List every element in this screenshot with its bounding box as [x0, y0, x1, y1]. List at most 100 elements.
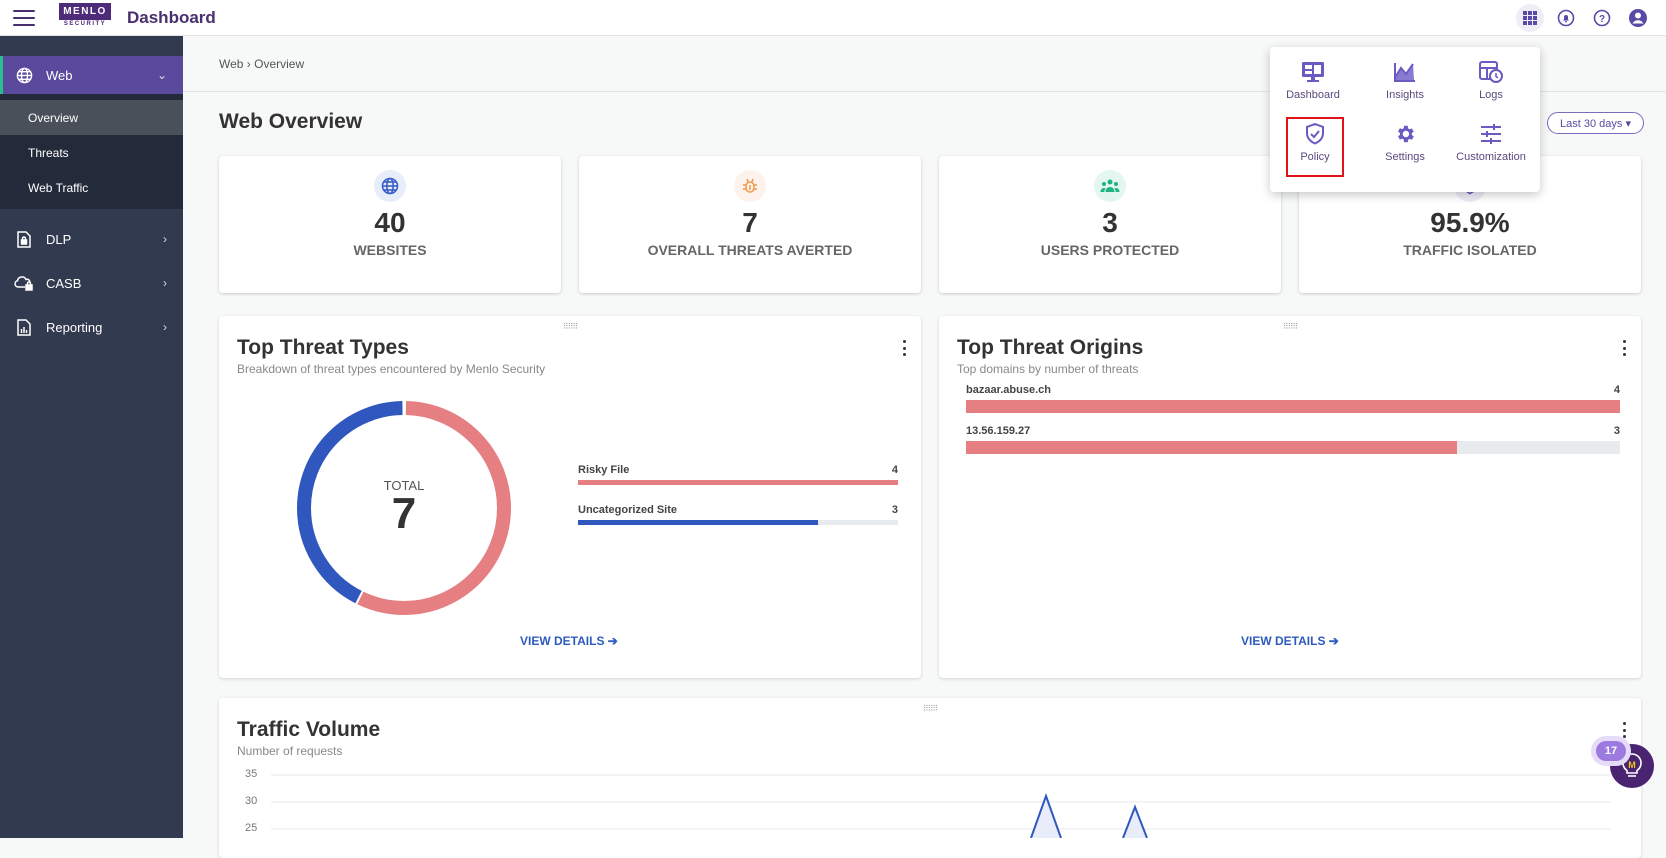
app-menu-settings[interactable]: Settings [1362, 123, 1448, 183]
drag-handle-icon[interactable]: ⠿⠿⠿ [922, 704, 939, 713]
sidebar-item-label: CASB [46, 275, 82, 291]
origin-value: 4 [1613, 384, 1620, 396]
logo-subtext: SECURITY [63, 20, 107, 27]
chevron-right-icon: › [163, 320, 167, 334]
origin-bar-fill [966, 441, 1457, 454]
legend-bar-fill [578, 520, 818, 525]
users-icon [1094, 170, 1126, 202]
view-details-link[interactable]: VIEW DETAILS ➔ [1241, 634, 1339, 648]
top-threat-types-card: ⠿⠿⠿ Top Threat Types Breakdown of threat… [219, 316, 921, 678]
origin-bar-fill [966, 400, 1620, 413]
report-icon [14, 318, 34, 336]
origin-row[interactable]: 13.56.159.27 3 [966, 425, 1620, 454]
customization-sliders-icon [1481, 124, 1501, 144]
hamburger-menu-icon[interactable] [13, 9, 35, 26]
legend-label: Uncategorized Site [578, 504, 678, 516]
insights-chart-icon [1394, 63, 1415, 82]
donut-total-value: 7 [391, 489, 417, 538]
globe-icon [374, 170, 406, 202]
more-options-icon[interactable] [1621, 340, 1627, 356]
traffic-volume-line-chart [271, 774, 1611, 838]
stat-label: WEBSITES [353, 242, 427, 258]
legend-value: 4 [891, 464, 898, 476]
card-subtitle: Top domains by number of threats [957, 362, 1139, 376]
file-lock-icon [14, 230, 34, 248]
legend-row-risky-file[interactable]: Risky File 4 [578, 464, 898, 485]
app-menu-label: Settings [1385, 151, 1425, 163]
svg-text:M: M [1628, 760, 1636, 770]
y-tick: 35 [245, 768, 258, 780]
card-title: Top Threat Origins [957, 336, 1144, 359]
sidebar-item-dlp[interactable]: DLP › [0, 217, 183, 261]
chevron-down-icon: ⌄ [156, 68, 167, 82]
globe-icon [14, 67, 34, 84]
app-menu-label: Insights [1386, 89, 1424, 101]
stat-label: OVERALL THREATS AVERTED [647, 242, 853, 258]
assistant-badge-count: 17 [1596, 741, 1626, 761]
card-subtitle: Breakdown of threat types encountered by… [237, 362, 546, 376]
top-bar: MENLO SECURITY Dashboard ? [0, 0, 1666, 36]
account-icon[interactable] [1624, 4, 1652, 32]
chevron-right-icon: › [163, 276, 167, 290]
breadcrumb-text[interactable]: Web › Overview [219, 56, 305, 71]
settings-gear-icon [1398, 125, 1414, 143]
view-details-link[interactable]: VIEW DETAILS ➔ [520, 634, 618, 648]
more-options-icon[interactable] [1621, 722, 1627, 738]
card-title: Traffic Volume [237, 718, 381, 741]
dashboard-monitor-icon [1302, 62, 1324, 82]
origin-label: 13.56.159.27 [966, 425, 1031, 437]
svg-text:?: ? [1599, 14, 1605, 25]
sidebar-item-web[interactable]: Web ⌄ [0, 56, 183, 94]
sidebar: Web ⌄ Overview Threats Web Traffic DLP ›… [0, 36, 183, 838]
traffic-volume-card: ⠿⠿⠿ Traffic Volume Number of requests 35… [219, 698, 1641, 858]
policy-shield-check-icon [1306, 123, 1324, 145]
date-range-dropdown[interactable]: Last 30 days ▾ [1547, 112, 1644, 134]
sidebar-item-label: DLP [46, 231, 72, 247]
stat-card-users-protected: 3 USERS PROTECTED [939, 156, 1281, 293]
app-menu-policy[interactable]: Policy [1286, 117, 1344, 177]
drag-handle-icon[interactable]: ⠿⠿⠿ [1282, 322, 1299, 331]
sidebar-item-label: Web [46, 67, 73, 83]
help-icon[interactable]: ? [1588, 4, 1616, 32]
app-menu-customization[interactable]: Customization [1448, 123, 1534, 183]
card-title: Top Threat Types [237, 336, 409, 359]
sidebar-item-reporting[interactable]: Reporting › [0, 305, 183, 349]
app-menu-label: Policy [1300, 151, 1330, 163]
stat-label: TRAFFIC ISOLATED [1403, 242, 1537, 258]
breadcrumb: Web › Overview [183, 36, 1666, 92]
top-threat-origins-card: ⠿⠿⠿ Top Threat Origins Top domains by nu… [939, 316, 1641, 678]
app-menu-logs[interactable]: Logs [1448, 61, 1534, 121]
sidebar-item-casb[interactable]: CASB › [0, 261, 183, 305]
donut-total-label: TOTAL [383, 478, 425, 493]
logs-table-clock-icon [1479, 61, 1503, 83]
origin-row[interactable]: bazaar.abuse.ch 4 [966, 384, 1620, 413]
legend-value: 3 [891, 504, 898, 516]
chevron-right-icon: › [163, 232, 167, 246]
origin-value: 3 [1613, 425, 1620, 437]
bug-icon [734, 170, 766, 202]
cloud-lock-icon [14, 275, 34, 291]
web-subnav: Overview Threats Web Traffic [0, 94, 183, 209]
y-tick: 25 [245, 822, 258, 834]
menlo-logo[interactable]: MENLO SECURITY [58, 2, 112, 33]
more-options-icon[interactable] [901, 340, 907, 356]
legend-row-uncategorized-site[interactable]: Uncategorized Site 3 [578, 504, 898, 525]
stat-card-websites: 40 WEBSITES [219, 156, 561, 293]
app-menu-label: Dashboard [1286, 89, 1340, 101]
app-menu-label: Logs [1479, 89, 1503, 101]
threat-types-donut-chart [297, 401, 511, 615]
stat-label: USERS PROTECTED [1040, 242, 1180, 258]
stat-value: 40 [374, 207, 406, 238]
notification-bell-icon[interactable] [1552, 4, 1580, 32]
app-menu-dashboard[interactable]: Dashboard [1270, 61, 1356, 121]
sidebar-subitem-web-traffic[interactable]: Web Traffic [28, 180, 89, 195]
stat-value: 3 [1102, 207, 1118, 238]
main-content: Web › Overview Web Overview Last 30 days… [183, 36, 1666, 858]
lightbulb-icon: M [1622, 753, 1642, 777]
sidebar-subitem-overview[interactable]: Overview [0, 100, 183, 135]
app-menu-insights[interactable]: Insights [1362, 61, 1448, 121]
sidebar-subitem-threats[interactable]: Threats [28, 145, 69, 160]
sidebar-item-label: Reporting [46, 319, 103, 335]
apps-grid-icon[interactable] [1516, 4, 1544, 32]
drag-handle-icon[interactable]: ⠿⠿⠿ [562, 322, 579, 331]
